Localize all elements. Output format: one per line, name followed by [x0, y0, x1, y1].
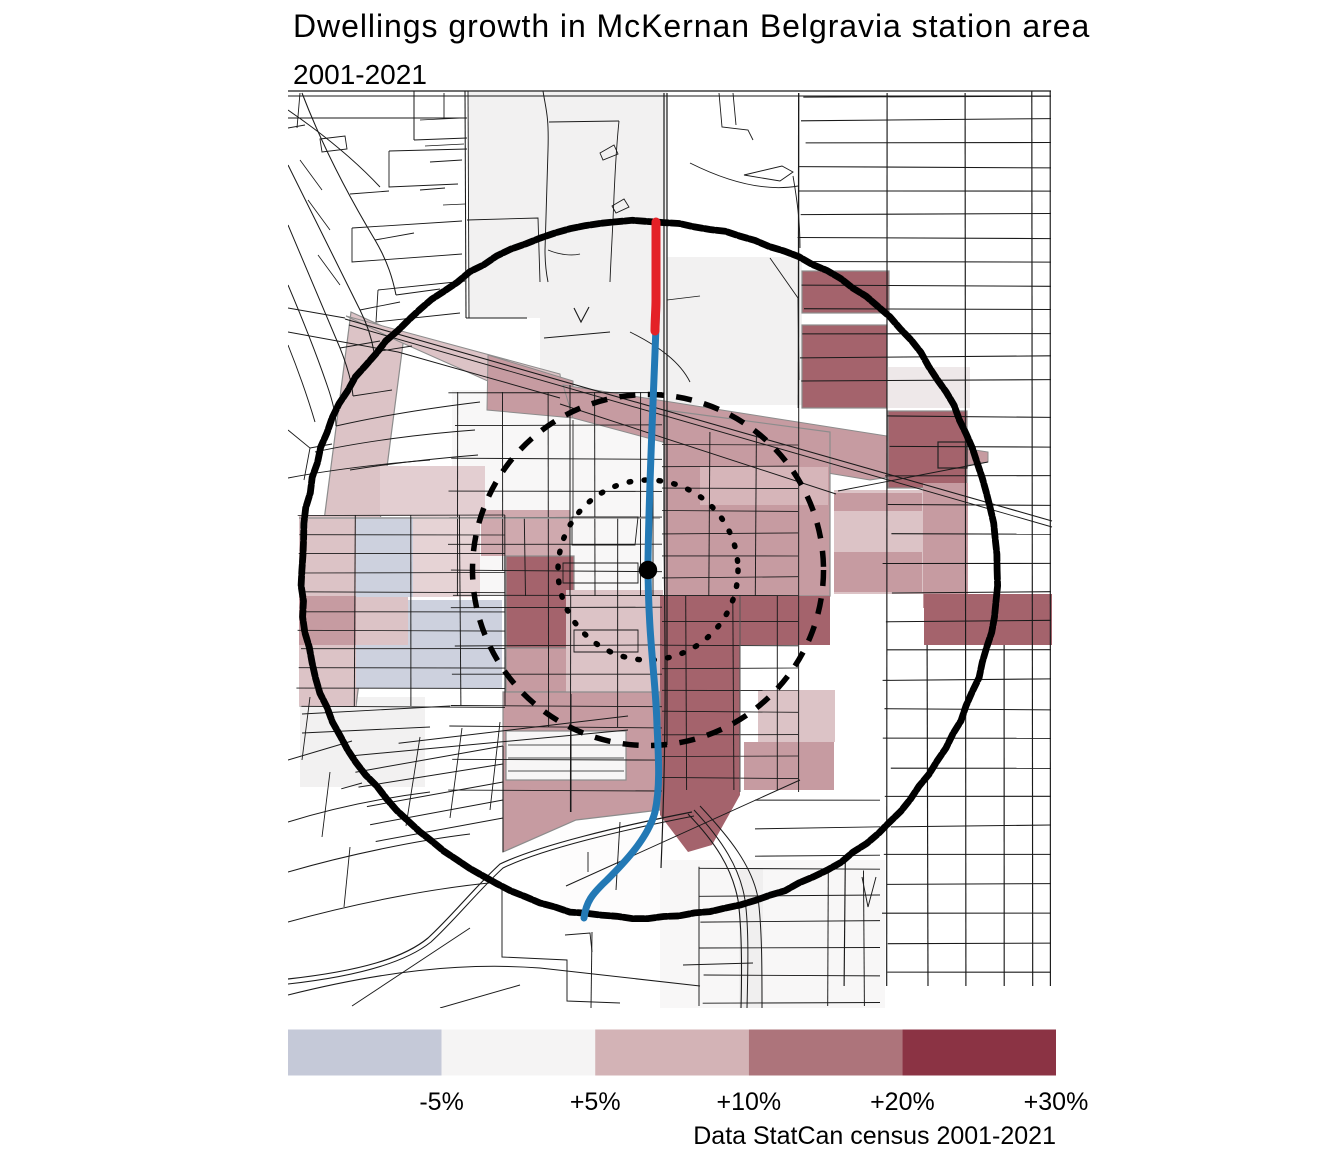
svg-text:Dwellings growth in McKernan B: Dwellings growth in McKernan Belgravia s… — [293, 8, 1090, 44]
svg-text:-5%: -5% — [419, 1088, 463, 1116]
svg-text:+10%: +10% — [716, 1088, 781, 1116]
svg-text:+20%: +20% — [870, 1088, 935, 1116]
svg-text:+5%: +5% — [570, 1088, 621, 1116]
svg-text:2001-2021: 2001-2021 — [293, 59, 427, 90]
svg-text:Data StatCan census 2001-2021: Data StatCan census 2001-2021 — [693, 1122, 1056, 1150]
svg-text:+30%: +30% — [1024, 1088, 1089, 1116]
